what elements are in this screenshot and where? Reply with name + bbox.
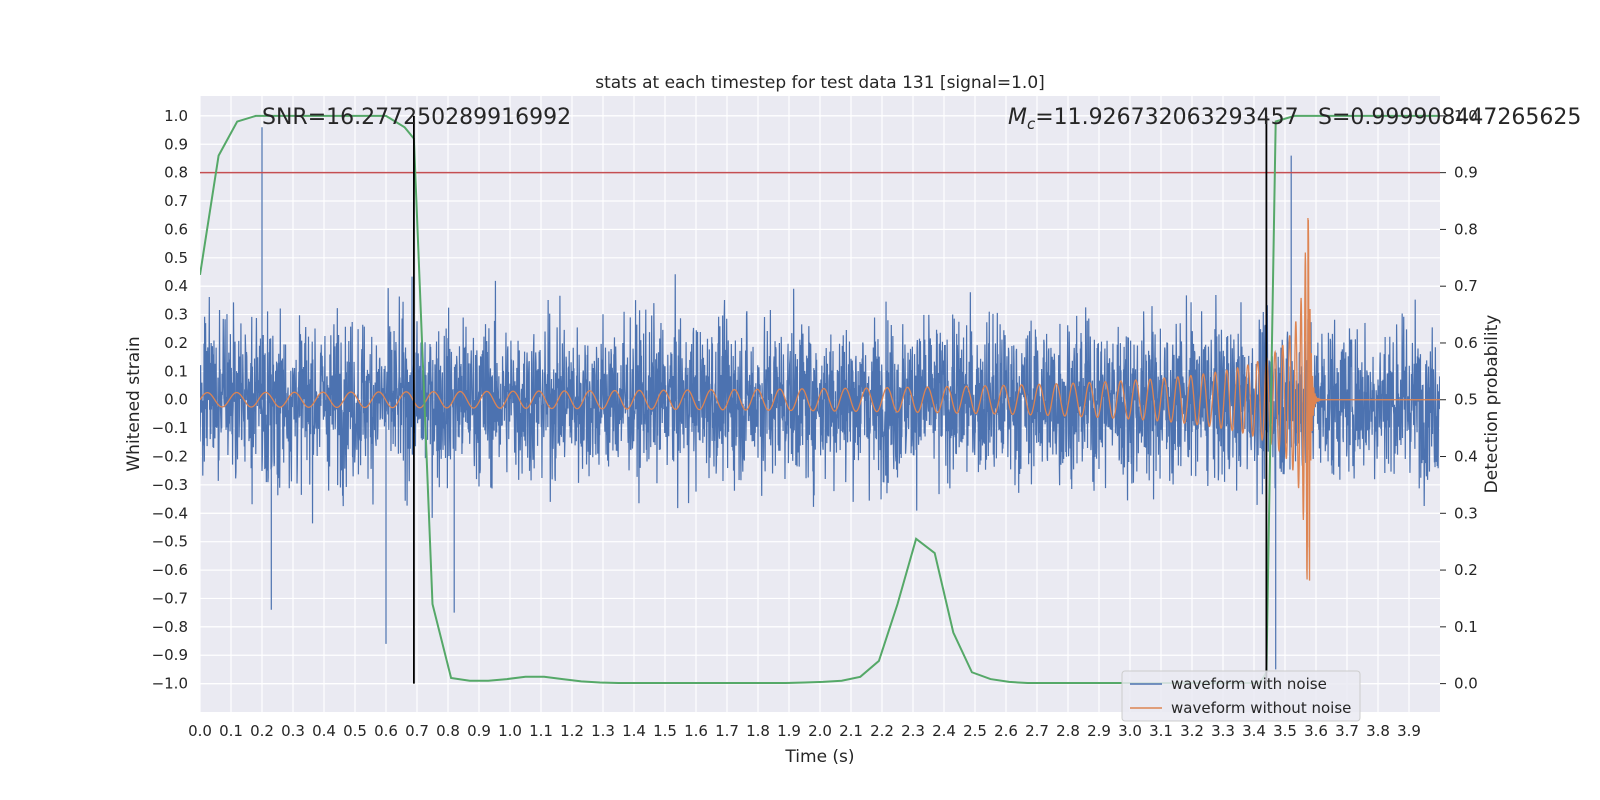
x-tick-label: 1.5 xyxy=(653,722,677,740)
y-axis-ticks: 1.0 0.9 0.8 0.7 0.6 0.5 0.4 0.3 0.2 0.1 0.0 −0.1 −0.… xyxy=(152,107,188,693)
y-tick-label: −0.6 xyxy=(152,561,188,579)
x-tick-label: 3.3 xyxy=(1211,722,1235,740)
y2-tick-label: 1.0 xyxy=(1454,107,1478,125)
y2-axis-label: Detection probability xyxy=(1482,315,1502,494)
x-tick-label: 3.7 xyxy=(1335,722,1359,740)
legend-label-noise: waveform with noise xyxy=(1171,675,1327,693)
y2-tick-label: 0.6 xyxy=(1454,334,1478,352)
x-tick-label: 0.6 xyxy=(374,722,398,740)
x-tick-label: 1.4 xyxy=(622,722,646,740)
y-tick-label: 0.8 xyxy=(164,164,188,182)
x-tick-label: 0.4 xyxy=(312,722,336,740)
y2-tick-label: 0.0 xyxy=(1454,675,1478,693)
x-tick-label: 0.9 xyxy=(467,722,491,740)
x-tick-label: 2.4 xyxy=(932,722,956,740)
y-tick-label: 0.0 xyxy=(164,391,188,409)
legend: waveform with noise waveform without noi… xyxy=(1121,670,1361,722)
x-axis-ticks: 0.0 0.1 0.2 0.3 0.4 0.5 0.6 0.7 0.8 0.9 1.0 1.1 1.2 1… xyxy=(188,722,1421,740)
x-tick-label: 2.1 xyxy=(839,722,863,740)
score-annotation: S=0.999908447265625 xyxy=(1318,105,1581,130)
x-tick-label: 3.5 xyxy=(1273,722,1297,740)
y-tick-label: 0.5 xyxy=(164,249,188,267)
x-tick-label: 1.8 xyxy=(746,722,770,740)
x-tick-label: 3.8 xyxy=(1366,722,1390,740)
x-axis-label: Time (s) xyxy=(784,747,854,767)
x-tick-label: 3.4 xyxy=(1242,722,1266,740)
x-tick-label: 1.0 xyxy=(498,722,522,740)
y-tick-label: 0.7 xyxy=(164,192,188,210)
y2-tick-label: 0.2 xyxy=(1454,561,1478,579)
x-tick-label: 3.6 xyxy=(1304,722,1328,740)
x-tick-label: 1.2 xyxy=(560,722,584,740)
x-tick-label: 1.9 xyxy=(777,722,801,740)
chirp-mass-annotation: Mc=11.926732063293457 xyxy=(1008,105,1299,133)
y-tick-label: −0.7 xyxy=(152,589,188,607)
x-tick-label: 2.7 xyxy=(1025,722,1049,740)
x-tick-label: 0.3 xyxy=(281,722,305,740)
y-tick-label: −0.4 xyxy=(152,504,188,522)
y2-tick-label: 0.4 xyxy=(1454,448,1478,466)
y2-tick-label: 0.7 xyxy=(1454,277,1478,295)
y2-axis-ticks: 1.0 0.9 0.8 0.7 0.6 0.5 0.4 0.3 0.2 0.1 0.0 xyxy=(1440,107,1478,693)
y2-tick-label: 0.9 xyxy=(1454,164,1478,182)
x-tick-label: 3.2 xyxy=(1180,722,1204,740)
x-tick-label: 1.3 xyxy=(591,722,615,740)
y-tick-label: −0.9 xyxy=(152,646,188,664)
x-tick-label: 2.5 xyxy=(963,722,987,740)
x-tick-label: 2.2 xyxy=(870,722,894,740)
x-tick-label: 0.5 xyxy=(343,722,367,740)
x-tick-label: 2.3 xyxy=(901,722,925,740)
x-tick-label: 0.2 xyxy=(250,722,274,740)
y-axis-label: Whitened strain xyxy=(124,336,144,471)
x-tick-label: 2.0 xyxy=(808,722,832,740)
x-tick-label: 2.8 xyxy=(1056,722,1080,740)
legend-label-clean: waveform without noise xyxy=(1171,699,1351,717)
y-tick-label: 0.4 xyxy=(164,277,188,295)
x-tick-label: 0.8 xyxy=(436,722,460,740)
x-tick-label: 3.0 xyxy=(1118,722,1142,740)
x-tick-label: 0.0 xyxy=(188,722,212,740)
y-tick-label: −0.5 xyxy=(152,533,188,551)
legend-box xyxy=(1121,670,1361,722)
series-waveform-without-noise xyxy=(200,218,1440,581)
x-tick-label: 0.1 xyxy=(219,722,243,740)
y-tick-label: 1.0 xyxy=(164,107,188,125)
x-tick-label: 2.9 xyxy=(1087,722,1111,740)
y-tick-label: 0.9 xyxy=(164,135,188,153)
x-tick-label: 3.1 xyxy=(1149,722,1173,740)
y-tick-label: 0.6 xyxy=(164,220,188,238)
x-tick-label: 3.9 xyxy=(1397,722,1421,740)
series-waveform-with-noise xyxy=(200,127,1440,670)
x-tick-label: 2.6 xyxy=(994,722,1018,740)
x-tick-label: 1.6 xyxy=(684,722,708,740)
y-tick-label: −1.0 xyxy=(152,675,188,693)
x-tick-label: 1.1 xyxy=(529,722,553,740)
x-tick-label: 1.7 xyxy=(715,722,739,740)
chirp-mass-subscript: c xyxy=(1027,115,1036,133)
y-tick-label: 0.1 xyxy=(164,362,188,380)
y-tick-label: −0.3 xyxy=(152,476,188,494)
chirp-mass-symbol: M xyxy=(1008,105,1027,130)
y-tick-label: −0.1 xyxy=(152,419,188,437)
y-tick-label: −0.2 xyxy=(152,448,188,466)
y-tick-label: 0.2 xyxy=(164,334,188,352)
y2-tick-label: 0.8 xyxy=(1454,220,1478,238)
chirp-mass-value: =11.926732063293457 xyxy=(1035,105,1298,130)
y-tick-label: 0.3 xyxy=(164,306,188,324)
chart-title: stats at each timestep for test data 131… xyxy=(595,73,1045,93)
y2-tick-label: 0.5 xyxy=(1454,391,1478,409)
y2-tick-label: 0.1 xyxy=(1454,618,1478,636)
x-tick-label: 0.7 xyxy=(405,722,429,740)
y2-tick-label: 0.3 xyxy=(1454,504,1478,522)
snr-annotation: SNR=16.277250289916992 xyxy=(262,105,571,130)
y-tick-label: −0.8 xyxy=(152,618,188,636)
